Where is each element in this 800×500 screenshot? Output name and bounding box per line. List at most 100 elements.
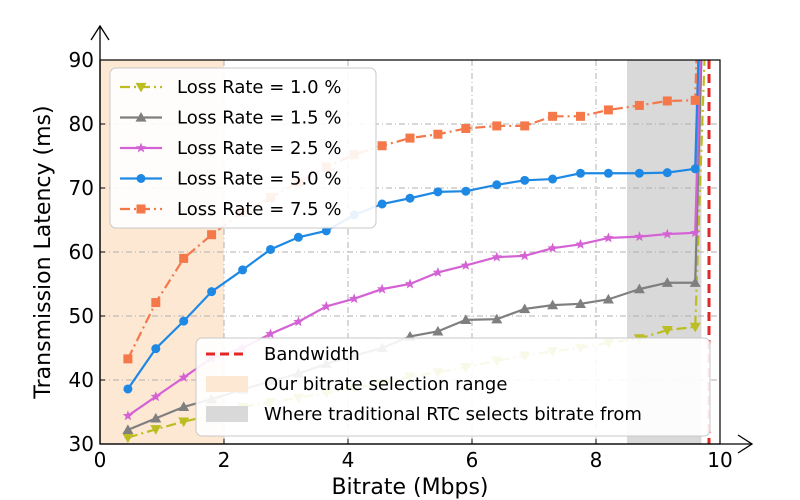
data-point	[575, 238, 586, 249]
data-point	[603, 168, 613, 178]
data-point	[377, 141, 387, 151]
data-point	[150, 391, 162, 402]
legend-marker	[135, 82, 147, 93]
data-point	[122, 433, 134, 444]
data-point	[179, 253, 189, 263]
legend-label: Loss Rate = 5.0 %	[177, 169, 341, 190]
data-point	[461, 186, 471, 196]
data-point	[293, 232, 303, 242]
data-point	[377, 199, 387, 209]
y-tick-label: 90	[69, 48, 94, 72]
data-point	[432, 325, 444, 336]
data-point	[661, 325, 673, 336]
data-point	[460, 259, 472, 270]
data-point	[433, 129, 443, 139]
x-tick-label: 2	[218, 448, 231, 472]
data-point	[432, 266, 444, 277]
y-axis-arrow	[90, 24, 110, 41]
data-point	[519, 250, 530, 261]
y-tick-label: 70	[69, 176, 94, 200]
data-point	[603, 105, 613, 115]
data-point	[633, 283, 645, 294]
data-point	[603, 232, 614, 243]
data-point	[265, 328, 276, 339]
data-point	[207, 230, 217, 240]
legend-region-swatch	[206, 376, 248, 392]
data-point	[491, 251, 503, 262]
data-point	[178, 371, 189, 382]
data-point	[661, 277, 673, 287]
data-point	[321, 300, 332, 311]
legend-region-label: Our bitrate selection range	[264, 374, 507, 395]
x-tick-label: 0	[94, 448, 107, 472]
data-point	[123, 354, 133, 364]
x-tick-label: 4	[342, 448, 355, 472]
y-tick-label: 80	[69, 112, 94, 136]
data-point	[576, 168, 585, 178]
y-tick-label: 50	[69, 304, 94, 328]
legend-region-swatch	[206, 406, 248, 422]
y-axis-label: Transmission Latency (ms)	[31, 105, 56, 399]
data-point	[689, 277, 701, 287]
data-point	[520, 121, 530, 131]
series-legend-box	[109, 67, 377, 229]
data-point	[461, 123, 471, 133]
y-tick-label: 60	[69, 240, 94, 264]
data-point	[575, 298, 586, 308]
region-legend: Bandwidth Our bitrate selection range Wher…	[195, 337, 711, 437]
data-point	[122, 410, 134, 421]
data-point	[376, 283, 388, 294]
data-point	[547, 242, 558, 253]
data-point	[520, 175, 530, 185]
data-point	[151, 344, 161, 354]
x-tick-label: 6	[466, 448, 479, 472]
data-point	[404, 278, 416, 289]
legend-marker	[136, 174, 146, 183]
data-point	[178, 417, 190, 428]
legend-label: Loss Rate = 1.0 %	[177, 77, 341, 98]
x-tick-label: 8	[590, 448, 603, 472]
data-point	[238, 265, 248, 275]
data-point	[348, 293, 360, 304]
legend-region-label: Where traditional RTC selects bitrate fr…	[264, 404, 642, 425]
data-point	[602, 293, 614, 304]
data-point	[690, 95, 700, 105]
x-axis-label: Bitrate (Mbps)	[331, 475, 488, 500]
data-point	[689, 322, 701, 333]
legend-label: Loss Rate = 7.5 %	[177, 199, 341, 220]
data-point	[123, 384, 133, 394]
data-point	[519, 303, 531, 314]
y-tick-label: 40	[69, 368, 94, 392]
data-point	[547, 299, 559, 310]
data-point	[207, 287, 217, 297]
y-tick-label: 30	[69, 432, 94, 456]
x-tick-label: 10	[707, 448, 732, 472]
data-point	[293, 316, 304, 327]
legend-bandwidth-label: Bandwidth	[264, 344, 360, 365]
data-point	[150, 412, 162, 423]
data-point	[460, 314, 472, 324]
data-point	[433, 187, 443, 197]
legend-marker	[135, 142, 147, 153]
legend-marker	[136, 204, 146, 214]
data-point	[548, 174, 558, 184]
data-point	[492, 180, 502, 190]
data-point	[405, 193, 415, 203]
legend-label: Loss Rate = 2.5 %	[177, 138, 341, 159]
data-point	[662, 96, 672, 106]
data-point	[178, 401, 190, 412]
legend-marker	[135, 112, 147, 122]
data-point	[576, 111, 585, 121]
data-point	[150, 425, 162, 435]
data-point	[321, 226, 331, 236]
data-point	[548, 111, 558, 121]
data-point	[662, 228, 673, 239]
data-point	[662, 168, 672, 178]
series-legend: Loss Rate = 1.0 % Loss Rate = 1.5 % Loss R…	[109, 67, 377, 229]
x-axis-arrow	[737, 434, 754, 454]
data-point	[690, 164, 700, 174]
data-point	[151, 298, 161, 308]
series-line	[126, 59, 700, 390]
data-point	[492, 121, 502, 131]
